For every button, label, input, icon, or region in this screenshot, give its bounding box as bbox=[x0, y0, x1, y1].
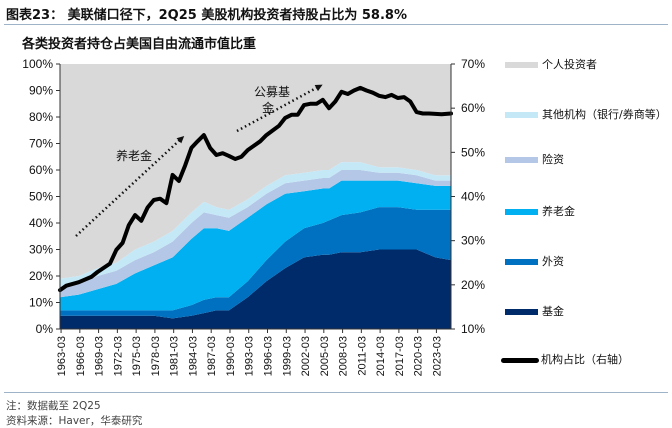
x-tick-label: 2020-03 bbox=[413, 336, 425, 376]
right-tick-label: 50% bbox=[461, 145, 485, 159]
legend-line-swatch bbox=[501, 358, 539, 363]
annotation-label: 金 bbox=[262, 100, 274, 115]
legend-label: 基金 bbox=[542, 305, 564, 318]
x-tick-label: 2017-03 bbox=[394, 336, 406, 376]
x-tick-label: 2002-03 bbox=[300, 336, 312, 376]
x-tick-label: 1963-03 bbox=[56, 336, 68, 376]
x-tick-label: 1981-03 bbox=[169, 336, 181, 376]
x-tick-label: 1987-03 bbox=[206, 336, 218, 376]
right-tick-label: 70% bbox=[461, 57, 485, 71]
area-series-1 bbox=[60, 207, 451, 319]
legend-item: 其他机构（银行/券商等） bbox=[505, 108, 670, 122]
axes-layer: 0% 10% 20% 30% 40% 50% 60% 70% 80% 90% 100% 10% 20% 3… bbox=[22, 57, 485, 376]
left-tick-label: 30% bbox=[29, 243, 53, 257]
legend-swatch bbox=[505, 259, 538, 265]
x-tick-label: 1999-03 bbox=[281, 336, 293, 376]
legend-label: 险资 bbox=[542, 153, 564, 166]
area-series-3 bbox=[60, 170, 451, 298]
trend-arrow-0 bbox=[75, 137, 183, 237]
footnote: 注：数据截至 2Q25 bbox=[6, 400, 101, 412]
figure-label: 图表23： bbox=[6, 8, 64, 23]
x-tick-label: 1966-03 bbox=[75, 336, 87, 376]
area-series-5 bbox=[60, 64, 451, 279]
legend-label: 机构占比（右轴） bbox=[541, 353, 629, 366]
x-tick-label: 1978-03 bbox=[150, 336, 162, 376]
right-tick-label: 20% bbox=[461, 278, 485, 292]
legend-label: 其他机构（银行/券商等） bbox=[542, 108, 667, 121]
legend-swatch bbox=[505, 62, 538, 68]
legend-swatch bbox=[505, 309, 538, 315]
footer-divider bbox=[4, 392, 668, 393]
legend-item: 外资 bbox=[505, 255, 670, 269]
arrowhead-icon bbox=[314, 84, 323, 92]
x-tick-label: 1993-03 bbox=[244, 336, 256, 376]
x-tick-label: 1969-03 bbox=[94, 336, 106, 376]
right-tick-label: 40% bbox=[461, 190, 485, 204]
left-tick-label: 80% bbox=[29, 110, 53, 124]
x-tick-label: 1984-03 bbox=[187, 336, 199, 376]
legend-swatch bbox=[505, 209, 538, 215]
legend-item: 基金 bbox=[505, 305, 670, 319]
x-tick-label: 2023-03 bbox=[431, 336, 443, 376]
left-tick-label: 0% bbox=[36, 322, 54, 336]
legend-label: 养老金 bbox=[542, 205, 575, 218]
line-layer bbox=[58, 85, 453, 293]
source-text: 资料来源：Haver，华泰研究 bbox=[6, 415, 143, 427]
area-layer bbox=[60, 64, 451, 329]
left-tick-label: 40% bbox=[29, 216, 53, 230]
legend-label: 外资 bbox=[542, 255, 564, 268]
left-tick-label: 10% bbox=[29, 296, 53, 310]
right-tick-label: 10% bbox=[461, 322, 485, 336]
x-tick-label: 2014-03 bbox=[375, 336, 387, 376]
legend-item: 个人投资者 bbox=[505, 58, 670, 72]
annotation-label: 养老金 bbox=[116, 148, 152, 163]
legend-item: 养老金 bbox=[505, 205, 670, 219]
right-tick-label: 60% bbox=[461, 101, 485, 115]
left-tick-label: 60% bbox=[29, 163, 53, 177]
left-tick-label: 50% bbox=[29, 190, 53, 204]
x-tick-label: 2005-03 bbox=[319, 336, 331, 376]
chart-subtitle: 各类投资者持仓占美国自由流通市值比重 bbox=[22, 37, 257, 52]
left-tick-label: 70% bbox=[29, 137, 53, 151]
legend-swatch bbox=[505, 157, 538, 163]
x-tick-label: 1975-03 bbox=[131, 336, 143, 376]
legend-item: 险资 bbox=[505, 153, 670, 167]
x-tick-label: 1990-03 bbox=[225, 336, 237, 376]
area-series-0 bbox=[60, 249, 451, 329]
legend-swatch bbox=[505, 112, 538, 118]
right-tick-label: 30% bbox=[461, 234, 485, 248]
figure-title-text: 美联储口径下，2Q25 美股机构投资者持股占比为 58.8% bbox=[67, 8, 407, 23]
area-series-4 bbox=[60, 162, 451, 287]
title-divider bbox=[4, 24, 668, 25]
x-tick-label: 1996-03 bbox=[263, 336, 275, 376]
x-tick-label: 2011-03 bbox=[356, 336, 368, 376]
x-tick-label: 1972-03 bbox=[112, 336, 124, 376]
area-series-2 bbox=[60, 180, 451, 311]
left-tick-label: 90% bbox=[29, 84, 53, 98]
legend-item: 机构占比（右轴） bbox=[501, 353, 670, 367]
left-tick-label: 20% bbox=[29, 269, 53, 283]
annotation-label: 公募基 bbox=[254, 85, 290, 99]
legend-label: 个人投资者 bbox=[542, 58, 597, 71]
arrowhead-icon bbox=[176, 135, 185, 144]
figure-title: 图表23： 美联储口径下，2Q25 美股机构投资者持股占比为 58.8% bbox=[6, 4, 407, 23]
x-tick-label: 2008-03 bbox=[338, 336, 350, 376]
left-tick-label: 100% bbox=[22, 57, 53, 71]
